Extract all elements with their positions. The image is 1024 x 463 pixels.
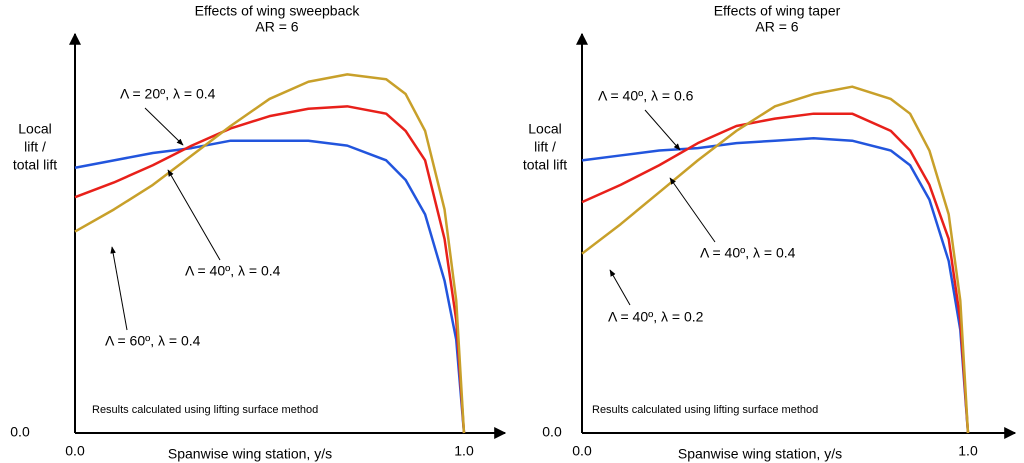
- x-tick-label: 1.0: [454, 443, 474, 459]
- curve: [74, 139, 466, 434]
- note: Results calculated using lifting surface…: [592, 404, 818, 416]
- y-axis-label: total lift: [523, 157, 567, 173]
- series-label: Λ = 40º, λ = 0.2: [608, 309, 704, 325]
- curve: [74, 105, 466, 434]
- y-axis-label: lift /: [24, 139, 46, 155]
- x-axis-label: Spanwise wing station, y/s: [678, 446, 842, 462]
- chart-title: Effects of wing sweepback: [195, 3, 361, 19]
- y-axis-label: Local: [18, 121, 51, 137]
- chart-subtitle: AR = 6: [755, 19, 798, 35]
- curve: [581, 112, 970, 434]
- y-axis-label: total lift: [13, 157, 57, 173]
- y-tick-label: 0.0: [542, 424, 562, 440]
- y-axis-label: Local: [528, 121, 561, 137]
- y-tick-label: 0.0: [10, 424, 30, 440]
- annotation-arrow: [110, 246, 128, 331]
- y-axis-label: lift /: [534, 139, 556, 155]
- curve: [581, 85, 970, 434]
- curve: [74, 73, 466, 434]
- annotation-arrow: [167, 169, 221, 261]
- note: Results calculated using lifting surface…: [92, 404, 318, 416]
- curve: [581, 137, 970, 434]
- chart-title: Effects of wing taper: [714, 3, 841, 19]
- series-label: Λ = 60º, λ = 0.4: [105, 333, 201, 349]
- annotation-arrow: [644, 109, 681, 151]
- series-label: Λ = 40º, λ = 0.4: [700, 245, 796, 261]
- chart-subtitle: AR = 6: [255, 19, 298, 35]
- annotation-arrow: [609, 269, 631, 306]
- x-axis-label: Spanwise wing station, y/s: [168, 446, 332, 462]
- x-tick-label: 1.0: [958, 443, 978, 459]
- x-tick-label: 0.0: [65, 443, 85, 459]
- series-label: Λ = 40º, λ = 0.4: [185, 263, 281, 279]
- x-tick-label: 0.0: [572, 443, 592, 459]
- series-label: Λ = 40º, λ = 0.6: [598, 88, 694, 104]
- annotation-arrow: [144, 107, 184, 146]
- annotation-arrow: [669, 177, 716, 243]
- series-label: Λ = 20º, λ = 0.4: [120, 86, 216, 102]
